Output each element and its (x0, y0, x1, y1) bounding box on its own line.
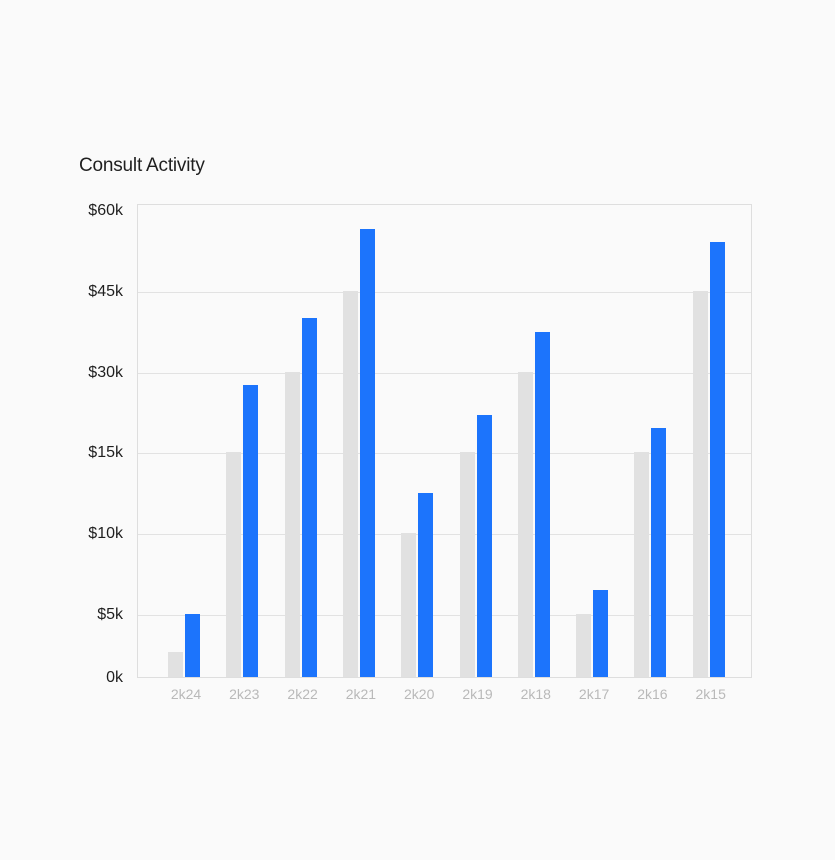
bar-prior-2k18 (517, 372, 533, 677)
bar-current-2k17 (593, 589, 609, 677)
gridline (138, 615, 751, 616)
x-tick-label: 2k23 (229, 686, 260, 702)
x-tick-label: 2k24 (170, 686, 202, 702)
y-tick-label: $10k (88, 525, 123, 542)
y-tick-label: $15k (88, 444, 123, 461)
bar-prior-2k19 (459, 452, 475, 677)
x-tick-label: 2k18 (520, 686, 551, 702)
bar-prior-2k21 (342, 291, 358, 677)
bar-prior-2k24 (168, 651, 183, 677)
x-tick-label: 2k15 (695, 686, 726, 702)
plot-area (137, 204, 752, 678)
bar-current-2k23 (243, 385, 259, 677)
y-tick-label: 0k (106, 669, 123, 686)
bar-current-2k18 (534, 331, 550, 677)
bar-current-2k22 (301, 318, 317, 677)
bar-current-2k21 (359, 228, 375, 677)
bar-prior-2k23 (226, 452, 242, 677)
y-tick-label: $30k (88, 364, 123, 381)
y-tick-label: $60k (88, 202, 123, 219)
bar-current-2k15 (709, 242, 725, 677)
gridline (138, 373, 751, 374)
bar-prior-2k16 (634, 452, 650, 677)
bar-prior-2k20 (401, 533, 417, 677)
y-tick-label: $5k (97, 606, 123, 623)
bar-current-2k19 (476, 414, 492, 677)
x-tick-label: 2k21 (345, 686, 377, 702)
bar-prior-2k22 (284, 372, 300, 677)
bar-current-2k24 (185, 614, 200, 677)
x-tick-label: 2k22 (287, 686, 318, 702)
bar-current-2k20 (418, 492, 434, 677)
x-tick-label: 2k20 (404, 686, 435, 702)
bar-prior-2k17 (576, 614, 592, 677)
bar-prior-2k15 (692, 291, 708, 677)
y-tick-label: $45k (88, 283, 123, 300)
x-tick-label: 2k19 (462, 686, 493, 702)
x-tick-label: 2k17 (578, 686, 610, 702)
x-tick-label: 2k16 (637, 686, 668, 702)
bar-current-2k16 (651, 428, 667, 677)
gridline (138, 453, 751, 454)
gridline (138, 534, 751, 535)
chart-title: Consult Activity (79, 155, 205, 176)
gridline (138, 292, 751, 293)
